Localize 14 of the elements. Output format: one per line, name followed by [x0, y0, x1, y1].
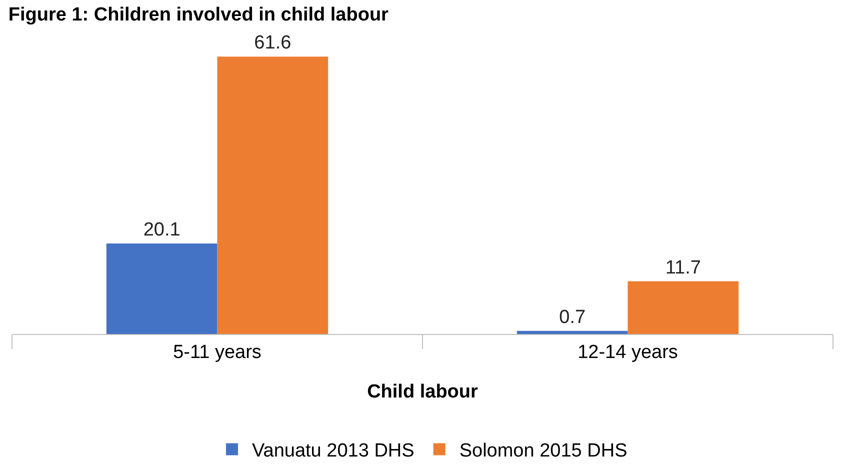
data-label: 0.7	[559, 306, 586, 328]
data-label: 20.1	[143, 219, 180, 240]
bar	[217, 56, 328, 334]
bar	[628, 281, 739, 334]
x-tick-label: 12-14 years	[578, 342, 678, 363]
x-tick-label: 5-11 years	[173, 342, 262, 363]
bar	[516, 330, 628, 334]
legend-label: Solomon 2015 DHS	[459, 440, 628, 462]
data-label: 11.7	[665, 257, 701, 278]
bar	[106, 243, 218, 334]
chart-title: Figure 1: Children involved in child labour	[8, 4, 390, 26]
legend-label: Vanuatu 2013 DHS	[252, 440, 414, 462]
data-label: 61.6	[254, 32, 292, 54]
x-axis-title: Child labour	[367, 382, 479, 403]
